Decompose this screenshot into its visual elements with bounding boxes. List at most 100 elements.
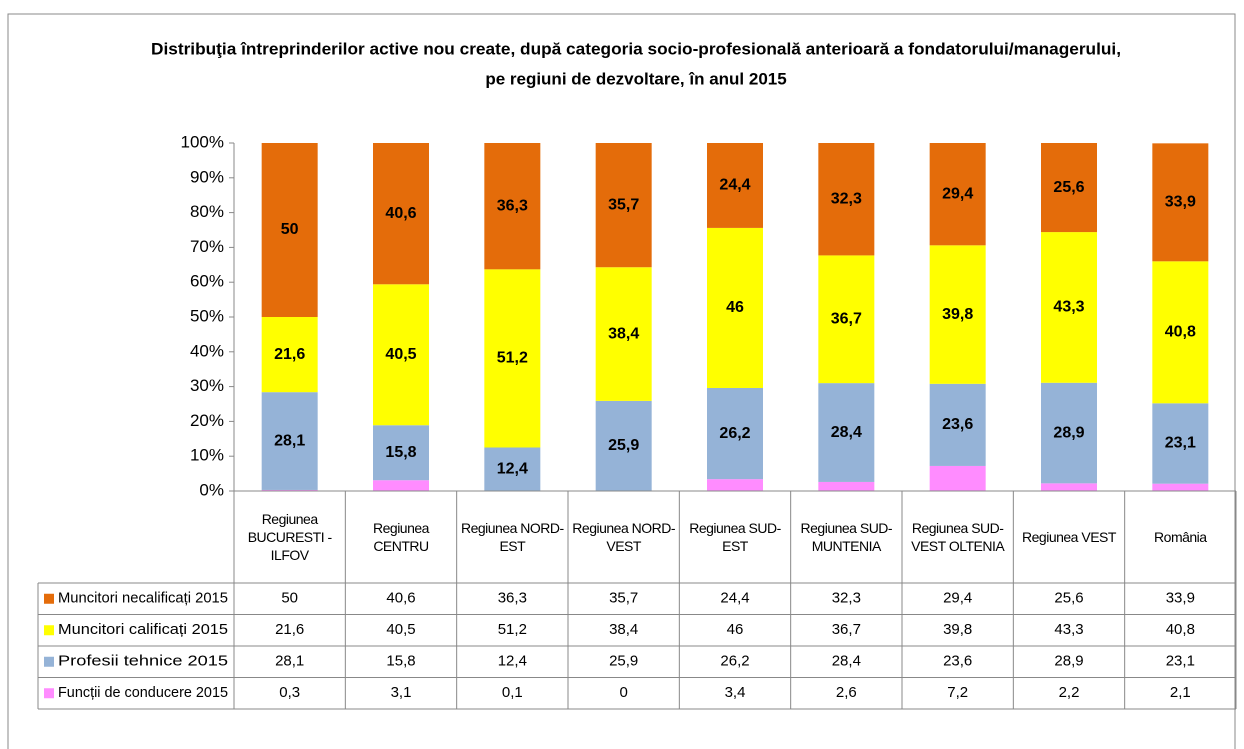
- table-cell: 3,4: [725, 684, 746, 701]
- table-cell: 21,6: [275, 621, 304, 638]
- bar-segment: [707, 227, 763, 388]
- data-label: 40,5: [385, 346, 416, 363]
- bar-segment: [484, 269, 541, 448]
- y-tick-label: 0%: [199, 480, 224, 499]
- bar-segment: [1152, 403, 1209, 484]
- x-tick-label: Regiunea SUD-MUNTENIA: [800, 520, 893, 554]
- bar-segment: [595, 400, 652, 491]
- bar-segment: [1152, 261, 1209, 404]
- legend-key: [44, 688, 54, 699]
- bar-segment: [373, 425, 429, 481]
- table-cell: 28,1: [275, 653, 304, 670]
- bar-segment: [484, 143, 541, 270]
- data-label: 39,8: [942, 306, 973, 323]
- y-tick-label: 40%: [190, 341, 224, 360]
- x-tick-label: Regiunea VEST: [1022, 529, 1116, 545]
- bar-segment: [1152, 483, 1209, 491]
- data-label: 28,4: [831, 424, 862, 441]
- data-label: 23,1: [1165, 435, 1196, 452]
- table-cell: 35,7: [609, 590, 638, 607]
- chart-subtitle: pe regiuni de dezvoltare, în anul 2015: [485, 69, 786, 88]
- table-cell: 2,6: [836, 684, 857, 701]
- legend-label: Funcții de conducere 2015: [58, 684, 228, 701]
- bar-segment: [373, 480, 429, 491]
- data-label: 28,1: [274, 432, 305, 449]
- bar-segment: [818, 143, 875, 256]
- bar-segment: [261, 143, 318, 317]
- table-cell: 38,4: [609, 621, 638, 638]
- table-cell: 15,8: [386, 653, 415, 670]
- table-cell: 0,1: [502, 684, 523, 701]
- bar-segment: [818, 255, 875, 384]
- table-cell: 32,3: [832, 590, 861, 607]
- bar-segment: [1041, 382, 1097, 484]
- data-label: 15,8: [385, 444, 416, 461]
- y-tick-label: 20%: [190, 411, 224, 430]
- table-cell: 39,8: [943, 621, 972, 638]
- bar-segment: [707, 387, 763, 480]
- bar-segment: [929, 383, 986, 466]
- x-tick-label: România: [1154, 529, 1207, 545]
- y-tick-label: 100%: [181, 132, 224, 151]
- y-tick-label: 90%: [190, 167, 224, 186]
- bar-segment: [595, 143, 652, 268]
- data-label: 51,2: [497, 350, 528, 367]
- bar-segment: [595, 267, 652, 401]
- data-label: 32,3: [831, 190, 862, 207]
- table-cell: 25,9: [609, 653, 638, 670]
- table-cell: 3,1: [391, 684, 412, 701]
- data-label: 40,6: [385, 205, 416, 222]
- table-cell: 50: [281, 590, 298, 607]
- x-tick-label: Regiunea BUCURESTI - ILFOV: [247, 511, 332, 563]
- table-cell: 25,6: [1054, 590, 1083, 607]
- bar-segment: [261, 317, 318, 393]
- legend-key: [44, 625, 54, 636]
- data-label: 36,3: [497, 197, 528, 214]
- bar-segment: [484, 447, 541, 491]
- bar-segment: [707, 479, 763, 491]
- data-label: 36,7: [831, 310, 862, 327]
- bar-segment: [373, 284, 429, 426]
- bar-segment: [929, 245, 986, 384]
- table-cell: 23,1: [1166, 653, 1195, 670]
- table-cell: 36,3: [498, 590, 527, 607]
- data-label: 28,9: [1053, 424, 1084, 441]
- x-tick-label: Regiunea NORD-VEST: [572, 520, 676, 554]
- legend-key: [44, 593, 54, 604]
- bar-segment: [1041, 483, 1097, 491]
- table-cell: 2,2: [1059, 684, 1080, 701]
- bar-segment: [1041, 143, 1097, 233]
- data-label: 12,4: [497, 460, 528, 477]
- data-label: 24,4: [719, 177, 750, 194]
- data-label: 38,4: [608, 325, 639, 342]
- table-cell: 36,7: [832, 621, 861, 638]
- bar-segment: [929, 465, 986, 491]
- frame: [7, 13, 1236, 749]
- table-cell: 33,9: [1166, 590, 1195, 607]
- data-label: 23,6: [942, 416, 973, 433]
- data-label: 35,7: [608, 196, 639, 213]
- data-label: 43,3: [1053, 299, 1084, 316]
- table-cell: 24,4: [720, 590, 749, 607]
- data-label: 33,9: [1165, 194, 1196, 211]
- data-label: 50: [281, 221, 299, 238]
- data-label: 26,2: [719, 425, 750, 442]
- bar-segment: [818, 383, 875, 482]
- legend-label: Profesii tehnice 2015: [58, 653, 228, 670]
- bar-segment: [707, 143, 763, 228]
- data-label: 21,6: [274, 346, 305, 363]
- y-tick-label: 60%: [190, 272, 224, 291]
- x-tick-label: Regiunea SUD-VEST OLTENIA: [911, 520, 1005, 554]
- data-label: 25,6: [1053, 179, 1084, 196]
- table-cell: 0,3: [279, 684, 300, 701]
- x-tick-label: Regiunea SUD-EST: [689, 520, 781, 554]
- y-tick-label: 80%: [190, 202, 224, 221]
- table-cell: 28,9: [1054, 653, 1083, 670]
- table-cell: 40,6: [386, 590, 415, 607]
- bar-segment: [818, 481, 875, 491]
- table-cell: 2,1: [1170, 684, 1191, 701]
- table-cell: 29,4: [943, 590, 972, 607]
- table-cell: 28,4: [832, 653, 861, 670]
